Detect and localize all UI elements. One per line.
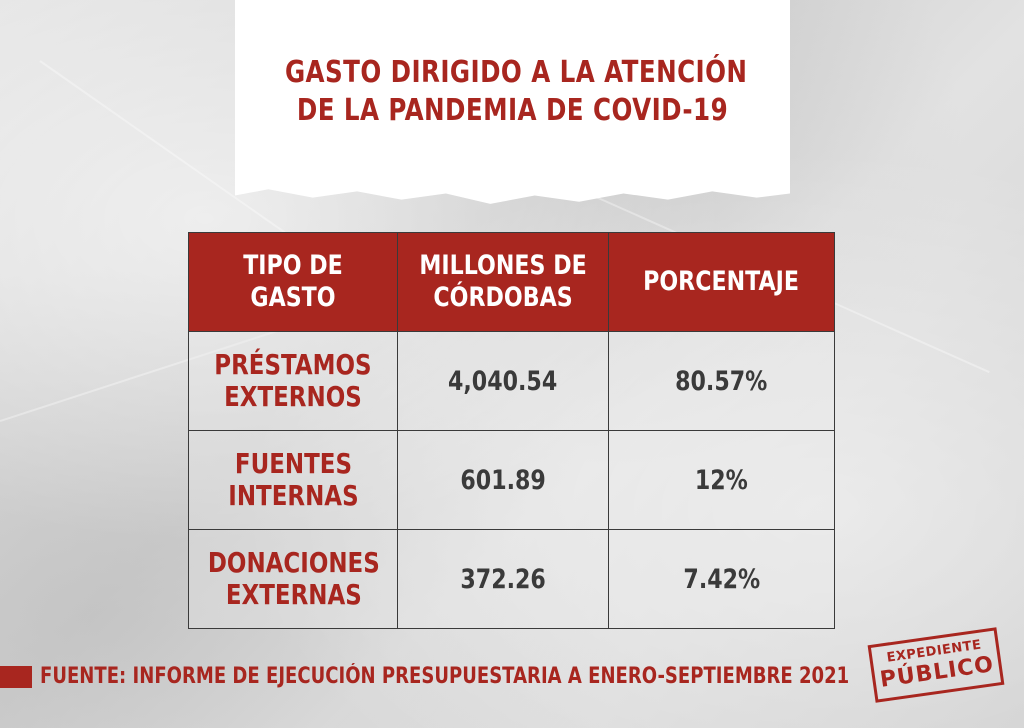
header-label: PORCENTAJE [643, 266, 800, 297]
table-row: FUENTES INTERNAS 601.89 12% [188, 430, 835, 530]
type-label-line: INTERNAS [227, 479, 359, 512]
table-row: DONACIONES EXTERNAS 372.26 7.42% [188, 529, 835, 629]
table-header-row: TIPO DE GASTO MILLONES DE CÓRDOBAS PORCE… [188, 232, 835, 332]
header-label: TIPO DE GASTO [243, 250, 343, 313]
cell-type: DONACIONES EXTERNAS [188, 529, 398, 629]
title-card: GASTO DIRIGIDO A LA ATENCIÓN DE LA PANDE… [235, 0, 790, 204]
source-note: FUENTE: INFORME DE EJECUCIÓN PRESUPUESTA… [40, 664, 850, 689]
type-label: PRÉSTAMOS EXTERNOS [214, 349, 371, 413]
header-label: MILLONES DE CÓRDOBAS [419, 250, 586, 314]
table-row: PRÉSTAMOS EXTERNOS 4,040.54 80.57% [188, 331, 835, 431]
cell-percent: 7.42% [608, 529, 835, 629]
cell-type: FUENTES INTERNAS [188, 430, 398, 530]
amount-value: 4,040.54 [448, 365, 558, 397]
amount-value: 372.26 [460, 563, 546, 595]
title-line-2: DE LA PANDEMIA DE COVID-19 [296, 93, 729, 128]
type-label-line: DONACIONES [207, 546, 380, 579]
cell-amount: 4,040.54 [397, 331, 609, 431]
percent-value: 12% [694, 464, 748, 496]
type-label: DONACIONES EXTERNAS [208, 547, 380, 611]
percent-value: 7.42% [683, 563, 760, 595]
title-line-1: GASTO DIRIGIDO A LA ATENCIÓN [284, 55, 748, 90]
cell-amount: 372.26 [397, 529, 609, 629]
amount-value: 601.89 [460, 464, 546, 496]
header-millones-de-cordobas: MILLONES DE CÓRDOBAS [397, 232, 609, 332]
source-accent-bar [0, 666, 32, 688]
spending-table: TIPO DE GASTO MILLONES DE CÓRDOBAS PORCE… [188, 232, 835, 629]
cell-type: PRÉSTAMOS EXTERNOS [188, 331, 398, 431]
header-porcentaje: PORCENTAJE [608, 232, 835, 332]
cell-amount: 601.89 [397, 430, 609, 530]
type-label: FUENTES INTERNAS [228, 448, 358, 512]
type-label-line: FUENTES [234, 447, 352, 480]
type-label-line: EXTERNAS [225, 578, 362, 611]
percent-value: 80.57% [675, 365, 768, 397]
type-label-line: EXTERNOS [224, 380, 362, 413]
type-label-line: PRÉSTAMOS [214, 348, 372, 381]
page-title: GASTO DIRIGIDO A LA ATENCIÓN DE LA PANDE… [284, 54, 748, 130]
header-label-line: CÓRDOBAS [433, 282, 573, 313]
header-label-line: MILLONES DE [419, 250, 587, 281]
header-tipo-de-gasto: TIPO DE GASTO [188, 232, 398, 332]
cell-percent: 80.57% [608, 331, 835, 431]
cell-percent: 12% [608, 430, 835, 530]
